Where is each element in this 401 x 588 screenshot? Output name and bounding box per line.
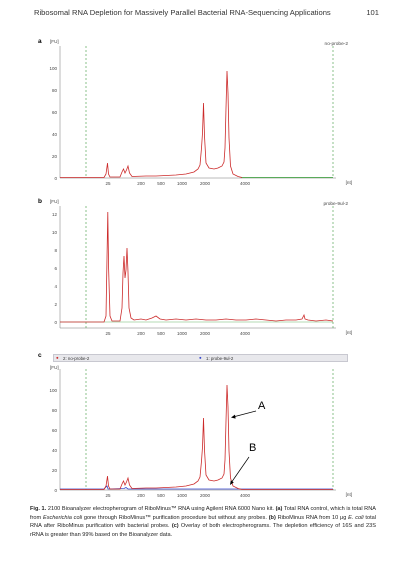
x-tick: 500 <box>157 493 165 498</box>
panel-b-label: b <box>38 198 42 205</box>
y-tick: 6 <box>54 266 57 271</box>
y-tick: 40 <box>52 132 58 137</box>
y-tick: 100 <box>49 388 57 393</box>
legend-bar <box>53 354 348 362</box>
panel-c-y-unit: [FU] <box>50 365 59 370</box>
legend-item-no-probe: 2: no-probe-2 <box>63 355 90 361</box>
x-tick: 1000 <box>177 331 188 336</box>
trace-no-probe-overlay <box>60 384 333 490</box>
panel-a-y-unit: [FU] <box>50 39 59 44</box>
caption-text: Overlay of both electropherograms. The d… <box>30 523 376 538</box>
caption-text: gone through RiboMinus™ purification pro… <box>82 514 269 521</box>
annotation-a: A <box>258 400 266 412</box>
y-tick: 60 <box>52 428 58 433</box>
x-tick: 4000 <box>240 181 251 186</box>
panel-c-label: c <box>38 352 42 359</box>
caption-text: RiboMinus RNA from 10 μg <box>275 514 349 521</box>
x-tick: 500 <box>157 181 165 186</box>
panel-b-electropherogram: 0 2 4 6 8 10 12 25 200 500 1000 2000 400… <box>52 206 336 336</box>
x-tick: 2000 <box>200 493 211 498</box>
x-tick: 200 <box>137 181 145 186</box>
caption-text: Total RNA control, which is total RNA fr… <box>30 506 376 521</box>
overlay-legend: ● 2: no-probe-2 ● 1: probe-9ul-2 <box>53 354 348 362</box>
panel-b-x-unit: [nt] <box>345 330 352 335</box>
x-tick: 25 <box>105 181 111 186</box>
panel-a-electropherogram: 0 20 40 60 80 100 25 200 500 1000 2000 4… <box>49 46 336 186</box>
panel-b-y-unit: [FU] <box>50 199 59 204</box>
caption-b: (b) <box>268 514 276 521</box>
caption-species: Escherichia coli <box>42 514 83 521</box>
y-tick: 40 <box>52 448 58 453</box>
legend-marker-blue: ● <box>199 355 202 360</box>
x-tick: 1000 <box>177 493 188 498</box>
caption-c: (c) <box>171 523 179 530</box>
arrow-b <box>230 456 250 484</box>
caption-fig-label: Fig. 1. <box>30 506 47 512</box>
x-tick: 25 <box>105 493 111 498</box>
page-number: 101 <box>366 8 379 17</box>
panel-a: a [FU] no-probe-2 [nt] 0 20 40 60 80 100… <box>38 38 352 188</box>
panel-c-electropherogram: 0 20 40 60 80 100 25 200 500 1000 2000 4… <box>49 369 336 498</box>
figure-caption: Fig. 1. 2100 Bioanalyzer electropherogra… <box>30 505 376 539</box>
panel-a-label: a <box>38 38 42 45</box>
trace-no-probe <box>60 70 243 178</box>
y-tick: 2 <box>54 302 57 307</box>
legend-item-probe: 1: probe-9ul-2 <box>206 355 234 361</box>
x-tick: 500 <box>157 331 165 336</box>
panel-b: b [FU] probe-9ul-2 [nt] 0 2 4 6 8 10 12 … <box>38 198 352 348</box>
x-tick: 2000 <box>200 181 211 186</box>
x-tick: 4000 <box>240 493 251 498</box>
y-tick: 60 <box>52 110 58 115</box>
x-tick: 25 <box>105 331 111 336</box>
panel-c: c [FU] [nt] 0 20 40 60 80 100 25 200 500… <box>38 352 352 505</box>
y-tick: 80 <box>52 88 58 93</box>
x-tick: 200 <box>137 493 145 498</box>
caption-species: E. coli <box>348 514 364 521</box>
y-tick: 10 <box>52 230 58 235</box>
x-tick: 1000 <box>177 181 188 186</box>
legend-marker-red: ● <box>56 355 59 360</box>
y-tick: 20 <box>52 468 58 473</box>
y-tick: 100 <box>49 66 57 71</box>
y-tick: 80 <box>52 408 58 413</box>
y-tick: 0 <box>54 488 57 493</box>
panel-a-x-unit: [nt] <box>345 180 352 185</box>
x-tick: 200 <box>137 331 145 336</box>
y-tick: 0 <box>54 320 57 325</box>
trace-probe-overlay <box>60 485 333 490</box>
arrow-a <box>232 410 257 418</box>
panel-c-x-unit: [nt] <box>345 492 352 497</box>
caption-text: total RNA after RiboMinus purification w… <box>30 514 376 530</box>
y-tick: 0 <box>54 176 57 181</box>
x-tick: 4000 <box>240 331 251 336</box>
y-tick: 20 <box>52 154 58 159</box>
y-tick: 12 <box>52 212 58 217</box>
x-tick: 2000 <box>200 331 211 336</box>
caption-a: (a) <box>275 506 283 512</box>
running-title: Ribosomal RNA Depletion for Massively Pa… <box>34 8 331 17</box>
caption-text: 2100 Bioanalyzer electropherogram of Rib… <box>46 506 276 512</box>
annotation-b: B <box>249 442 257 454</box>
y-tick: 8 <box>54 248 57 253</box>
y-tick: 4 <box>54 284 57 289</box>
panel-a-sample-name: no-probe-2 <box>324 42 348 47</box>
trace-probe <box>60 211 334 323</box>
panel-b-sample-name: probe-9ul-2 <box>323 202 348 207</box>
